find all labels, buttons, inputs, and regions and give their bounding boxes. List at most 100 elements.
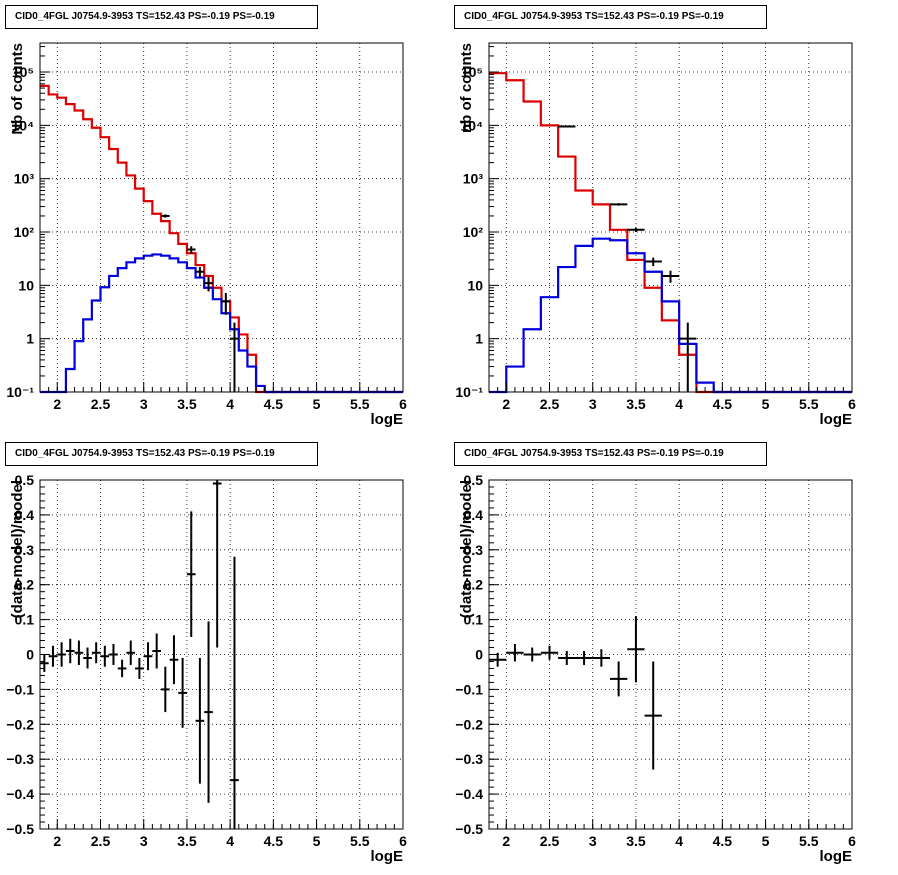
y-tick-label: 0.3: [15, 542, 35, 558]
x-tick-label: 2: [502, 396, 510, 412]
y-tick-label: 0.1: [464, 612, 484, 628]
x-axis-title: logE: [820, 411, 853, 428]
x-tick-label: 5.5: [799, 396, 819, 412]
residual-point: [57, 642, 66, 667]
x-tick-label: 6: [399, 396, 407, 412]
y-tick-label: 0.1: [15, 612, 35, 628]
residual-point: [40, 654, 49, 672]
panel-4-chart: 2 2.5 3 3.5 4 4.5 5 5.5 6 −0.5 −0.4 −0.3 −0.2 −0.1 0 0.…: [455, 472, 856, 865]
y-tick-label: 0.2: [464, 577, 484, 593]
residual-point: [212, 480, 222, 648]
y-tick-label: −0.5: [6, 821, 34, 837]
residual-point: [644, 661, 662, 770]
x-tick-label: 3: [140, 396, 148, 412]
y-axis-title: (data-model)/model: [9, 480, 26, 618]
data-point: [195, 267, 205, 278]
x-tick-label: 6: [399, 833, 407, 849]
residual-point: [117, 659, 127, 678]
source-model-histogram: [40, 253, 403, 394]
residual-point: [627, 616, 645, 683]
x-tick-label: 5: [313, 833, 321, 849]
y-tick-label: 10⁵: [461, 64, 483, 80]
y-tick-label: 0: [475, 647, 483, 663]
residual-point: [65, 638, 75, 664]
y-tick-label: 10⁻¹: [6, 384, 34, 400]
residual-point: [523, 647, 541, 662]
y-tick-label: −0.4: [6, 786, 34, 802]
x-tick-label: 4: [675, 833, 683, 849]
total-model-histogram: [489, 72, 852, 394]
residual-point: [152, 633, 161, 669]
y-tick-label: −0.1: [6, 681, 34, 697]
y-tick-label: 10²: [14, 224, 35, 240]
residual-point: [195, 657, 205, 784]
residual-point: [230, 556, 239, 829]
residual-point: [169, 635, 179, 685]
x-tick-label: 5.5: [799, 833, 819, 849]
residual-point: [186, 511, 196, 638]
x-tick-label: 6: [848, 833, 856, 849]
x-tick-label: 3: [140, 833, 148, 849]
x-axis-title: logE: [820, 848, 853, 865]
y-tick-label: −0.3: [455, 751, 483, 767]
y-tick-label: 1: [475, 331, 483, 347]
y-tick-label: 10²: [463, 224, 484, 240]
residual-point: [592, 649, 610, 667]
y-tick-label: 0.4: [15, 507, 35, 523]
x-tick-label: 5: [313, 396, 321, 412]
y-axis-title: nb of counts: [458, 43, 475, 133]
y-axis-title: (data-model)/model: [458, 480, 475, 618]
y-tick-label: 0: [26, 647, 34, 663]
residual-point: [558, 651, 576, 665]
x-tick-label: 2.5: [91, 396, 111, 412]
data-point: [627, 227, 645, 233]
x-tick-label: 4.5: [264, 833, 284, 849]
x-tick-label: 3.5: [177, 396, 197, 412]
data-point: [230, 322, 239, 392]
y-tick-label: 10: [18, 277, 34, 293]
data-point: [204, 277, 213, 292]
total-model-histogram: [40, 84, 403, 394]
residual-point: [126, 640, 136, 665]
y-tick-label: 0.5: [464, 472, 484, 488]
data-point: [644, 257, 662, 267]
y-tick-label: 0.4: [464, 507, 484, 523]
data-point: [679, 322, 697, 392]
y-tick-label: −0.2: [455, 716, 483, 732]
residual-point: [109, 644, 118, 665]
x-tick-label: 2.5: [540, 833, 560, 849]
x-tick-label: 5: [762, 396, 770, 412]
panel-3-chart: 2 2.5 3 3.5 4 4.5 5 5.5 6 −0.5 −0.4 −0.3 −0.2 −0.1 0 0.…: [6, 472, 407, 865]
x-tick-label: 2.5: [540, 396, 560, 412]
x-tick-label: 3.5: [626, 833, 646, 849]
y-tick-label: 0.5: [15, 472, 35, 488]
panel-1-title: CID0_4FGL J0754.9-3953 TS=152.43 PS=-0.1…: [5, 5, 318, 29]
y-tick-label: 0.3: [464, 542, 484, 558]
x-tick-label: 4: [226, 396, 234, 412]
x-axis-title: logE: [371, 848, 404, 865]
panel-1-chart: 2 2.5 3 3.5 4 4.5 5 5.5 6 10⁻¹ 1 10 10² 10³ 10⁴ 10⁵ logE…: [6, 42, 407, 428]
residual-point: [135, 657, 144, 679]
y-axis-title: Nb of counts: [9, 43, 26, 135]
y-tick-label: −0.2: [6, 716, 34, 732]
residual-point: [74, 640, 84, 665]
residual-point: [489, 652, 507, 667]
x-tick-label: 3: [589, 396, 597, 412]
plot-frame: [488, 42, 853, 393]
plot-frame: [39, 42, 404, 393]
x-tick-label: 3.5: [626, 396, 646, 412]
residual-point: [83, 647, 92, 669]
y-tick-label: 1: [26, 331, 34, 347]
residual-point: [204, 621, 213, 803]
y-tick-label: −0.5: [455, 821, 483, 837]
residual-point: [161, 666, 170, 713]
y-tick-label: 10⁴: [461, 117, 484, 133]
panel-3-title: CID0_4FGL J0754.9-3953 TS=152.43 PS=-0.1…: [5, 442, 318, 466]
data-point: [161, 214, 170, 218]
y-tick-label: −0.3: [6, 751, 34, 767]
x-tick-label: 4: [226, 833, 234, 849]
x-tick-label: 2: [502, 833, 510, 849]
x-axis-title: logE: [371, 411, 404, 428]
data-point: [610, 203, 628, 206]
